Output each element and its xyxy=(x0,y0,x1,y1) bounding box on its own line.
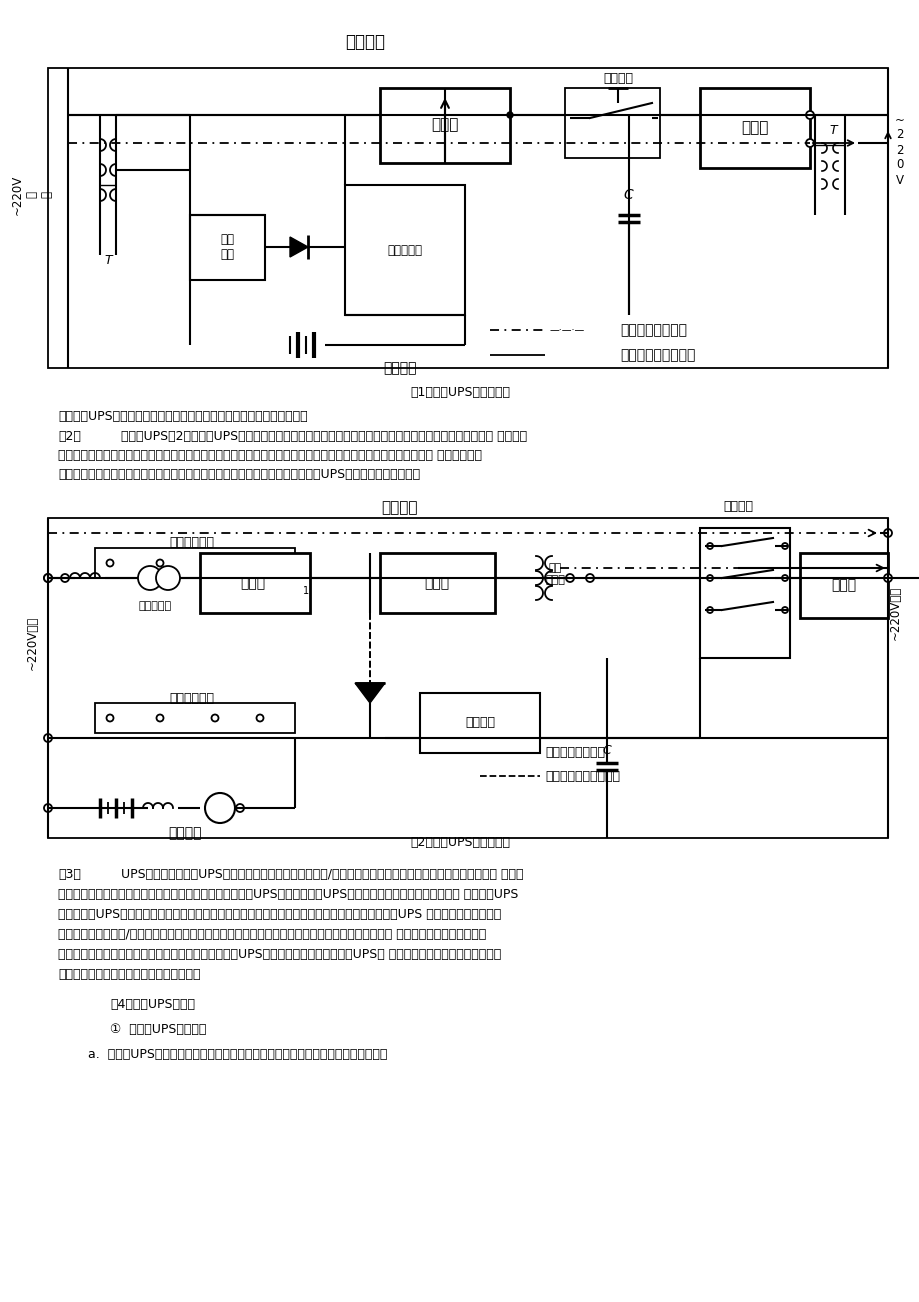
Bar xyxy=(48,68,887,368)
Text: 的高速检测回路，当市电有干扰或出现大的浪涌时，把UPS迅速转到旁路输出，以保护UPS； 它的第二个作用是提供维修通道。: 的高速检测回路，当市电有干扰或出现大的浪涌时，把UPS迅速转到旁路输出，以保护U… xyxy=(58,948,501,961)
Circle shape xyxy=(781,575,788,581)
Bar xyxy=(190,215,265,280)
Circle shape xyxy=(156,566,180,590)
Text: 1: 1 xyxy=(302,586,309,596)
Text: 电磁断路开关: 电磁断路开关 xyxy=(169,536,214,549)
Text: ~220V
输
入: ~220V 输 入 xyxy=(10,174,53,215)
Text: 旁路支路: 旁路支路 xyxy=(345,33,384,51)
Polygon shape xyxy=(289,237,308,256)
Text: UPS的主要组成部分UPS主要由逆变器、蓄电池、整流器/充电器和转换开关等组成。逆变器主要由晶体三极 管、变: UPS的主要组成部分UPS主要由逆变器、蓄电池、整流器/充电器和转换开关等组成。… xyxy=(105,868,523,881)
Text: 电源变压器: 电源变压器 xyxy=(138,602,171,611)
Text: ~
2
2
0
V: ~ 2 2 0 V xyxy=(894,113,904,186)
Bar xyxy=(48,518,887,838)
Circle shape xyxy=(256,715,263,721)
Text: 器输出至负载；另一路经充电回路向蓄电池组充电。当市电中断，蓄电池组端电压低于设定值或逆变器故障时，市 电就通过旁路: 器输出至负载；另一路经充电回路向蓄电池组充电。当市电中断，蓄电池组端电压低于设定… xyxy=(58,449,482,462)
Circle shape xyxy=(44,805,52,812)
Text: T: T xyxy=(828,124,836,137)
Text: 在线式UPS图2为在线式UPS电能流程图。市电供电正常时，市电经过电源变压器、整流器后，一路经逆变 器、滤波: 在线式UPS图2为在线式UPS电能流程图。市电供电正常时，市电经过电源变压器、整… xyxy=(105,430,527,443)
Text: 铅酸蓄电池。整流器/充电器是把市电变成直流电，为逆变器和蓄电池提供电能的装置。转换开关（静 态开关）的作用是通过瞬时: 铅酸蓄电池。整流器/充电器是把市电变成直流电，为逆变器和蓄电池提供电能的装置。转… xyxy=(58,928,486,941)
Circle shape xyxy=(107,715,113,721)
Text: 蓄电池组: 蓄电池组 xyxy=(168,825,201,840)
Bar xyxy=(95,703,295,733)
Text: ①  在线式UPS的特点。: ① 在线式UPS的特点。 xyxy=(110,1023,206,1036)
Text: 对转换开关要求切换时间快、过载能力大。: 对转换开关要求切换时间快、过载能力大。 xyxy=(58,967,200,980)
Polygon shape xyxy=(355,684,384,703)
Text: 转换开关: 转换开关 xyxy=(602,72,632,85)
Text: 旁路支路: 旁路支路 xyxy=(381,500,418,516)
Circle shape xyxy=(156,560,164,566)
Circle shape xyxy=(44,574,52,582)
Text: a.  在线式UPS都为正弦波输出，其最显著的特点是实现了对负载的真正不间断供电。: a. 在线式UPS都为正弦波输出，其最显著的特点是实现了对负载的真正不间断供电。 xyxy=(88,1048,387,1061)
Bar xyxy=(699,89,809,168)
Bar xyxy=(529,556,570,616)
Bar xyxy=(95,548,295,578)
Text: 充电
回路: 充电 回路 xyxy=(220,233,233,260)
Text: T: T xyxy=(104,254,112,267)
Bar xyxy=(380,553,494,613)
Circle shape xyxy=(883,574,891,582)
Circle shape xyxy=(706,575,712,581)
Text: 市电供电能流流向: 市电供电能流流向 xyxy=(619,323,686,337)
Bar xyxy=(564,89,659,158)
Circle shape xyxy=(805,111,813,118)
Circle shape xyxy=(61,574,69,582)
Circle shape xyxy=(805,139,813,147)
Circle shape xyxy=(205,793,234,823)
Text: 蓄电池供电能流流向: 蓄电池供电能流流向 xyxy=(619,348,695,362)
Circle shape xyxy=(256,560,263,566)
Text: 变压器: 变压器 xyxy=(544,575,564,585)
Bar xyxy=(699,529,789,658)
Text: （4）各类UPS的特点: （4）各类UPS的特点 xyxy=(110,999,195,1010)
Text: 电源变压器: 电源变压器 xyxy=(387,243,422,256)
Text: 逆变器: 逆变器 xyxy=(424,575,449,590)
Text: C: C xyxy=(602,745,611,758)
Circle shape xyxy=(138,566,162,590)
Bar xyxy=(380,89,509,163)
Text: C: C xyxy=(622,187,632,202)
Circle shape xyxy=(781,543,788,549)
Circle shape xyxy=(44,734,52,742)
Text: 支路经转换开关、滤波器向负载供电。由此可见，不管市电正常或中断，在线式UPS的逆变器总是在工作。: 支路经转换开关、滤波器向负载供电。由此可见，不管市电正常或中断，在线式UPS的逆… xyxy=(58,467,420,480)
Circle shape xyxy=(211,715,219,721)
Text: 蓄电池供电能流流向。: 蓄电池供电能流流向。 xyxy=(544,769,619,783)
Text: 逆变器: 逆变器 xyxy=(431,117,459,133)
Circle shape xyxy=(236,805,244,812)
Text: （3）: （3） xyxy=(58,868,81,881)
Text: 在后各式UPS中实际电路也含有各种保护、告警等控制回路，比较复杂。: 在后各式UPS中实际电路也含有各种保护、告警等控制回路，比较复杂。 xyxy=(58,410,307,423)
Circle shape xyxy=(107,560,113,566)
Circle shape xyxy=(585,574,594,582)
Circle shape xyxy=(883,529,891,536)
Text: 整流器: 整流器 xyxy=(240,575,265,590)
Text: （2）: （2） xyxy=(58,430,81,443)
Circle shape xyxy=(44,574,52,582)
Bar xyxy=(345,185,464,315)
Bar xyxy=(420,693,539,753)
Text: 电磁断路开关: 电磁断路开关 xyxy=(169,691,214,704)
Text: 转换开关: 转换开关 xyxy=(722,500,752,513)
Text: 压器和控制回路等组成，其作用是变直流为交流输出，它是UPS的核心部分，UPS的技术性能、质量主要取决于它。 蓄电池是UPS: 压器和控制回路等组成，其作用是变直流为交流输出，它是UPS的核心部分，UPS的技… xyxy=(58,888,517,901)
Text: 储能装置。UPS中的蓄电池应具有良好的大电流放电特性，能经得住反复地充放电，寿命要长，目前UPS 常用的是免维护密封式: 储能装置。UPS中的蓄电池应具有良好的大电流放电特性，能经得住反复地充放电，寿命… xyxy=(58,907,501,921)
Circle shape xyxy=(211,560,219,566)
Circle shape xyxy=(506,112,513,118)
Circle shape xyxy=(565,574,573,582)
Circle shape xyxy=(781,607,788,613)
Text: 市电供电能流流向: 市电供电能流流向 xyxy=(544,746,605,759)
Circle shape xyxy=(706,543,712,549)
Bar xyxy=(800,553,887,618)
Text: 图1后备式UPS电能流程图: 图1后备式UPS电能流程图 xyxy=(410,387,509,400)
Text: 滤波器: 滤波器 xyxy=(831,578,856,592)
Text: 输出: 输出 xyxy=(548,562,561,573)
Circle shape xyxy=(156,715,164,721)
Bar xyxy=(199,553,310,613)
Text: ~220V输入: ~220V输入 xyxy=(26,616,39,671)
Text: 充电回路: 充电回路 xyxy=(464,716,494,729)
Circle shape xyxy=(706,607,712,613)
Text: ~220V输出: ~220V输出 xyxy=(888,586,901,641)
Text: 图2在线式UPS电能流程图: 图2在线式UPS电能流程图 xyxy=(410,836,509,849)
Text: 蓄电池组: 蓄电池组 xyxy=(383,361,416,375)
Text: —·—·—: —·—·— xyxy=(550,326,584,335)
Text: 滤波器: 滤波器 xyxy=(741,121,768,135)
